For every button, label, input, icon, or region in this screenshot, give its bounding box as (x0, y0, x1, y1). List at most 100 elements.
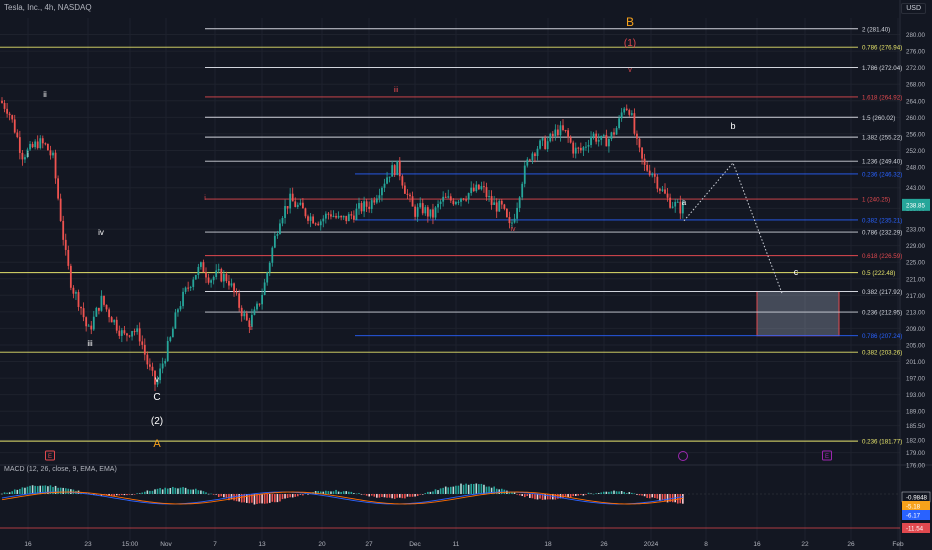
macd-value-label: -6.17 (906, 513, 921, 520)
candle-body (671, 206, 674, 208)
macd-histogram-bar (541, 494, 544, 500)
y-tick-label: 256.00 (906, 131, 925, 138)
candle-body (337, 215, 340, 218)
candle-body (118, 330, 121, 336)
candle-body (136, 328, 139, 332)
candle-body (299, 202, 302, 205)
candle-body (210, 280, 212, 283)
candle-body (508, 217, 511, 224)
candle-body (488, 196, 490, 198)
y-tick-label: 189.00 (906, 409, 925, 416)
fib-level-label: 1.5 (260.02) (862, 115, 895, 122)
macd-histogram-bar (355, 493, 358, 495)
macd-value-label: -5.18 (906, 504, 921, 511)
candle-body (628, 110, 631, 115)
macd-histogram-bar (600, 492, 603, 494)
wave-label: (1) (624, 38, 636, 49)
last-price-label: 238.85 (906, 202, 925, 209)
macd-histogram-bar (388, 494, 391, 498)
macd-histogram-bar (434, 489, 437, 494)
candle-body (49, 150, 52, 156)
macd-histogram-bar (467, 484, 470, 494)
macd-histogram-bar (26, 486, 29, 494)
x-tick-label: 18 (544, 541, 552, 548)
macd-histogram-bar (404, 494, 406, 499)
macd-histogram-bar (253, 494, 256, 505)
macd-histogram-bar (534, 494, 536, 500)
candle-body (228, 281, 230, 286)
candle-body (679, 201, 682, 214)
candle-body (582, 147, 585, 151)
candle-body (472, 187, 475, 192)
macd-histogram-bar (651, 494, 654, 498)
candle-body (401, 176, 404, 186)
macd-histogram-bar (128, 494, 131, 495)
x-tick-label: Dec (409, 541, 421, 548)
candle-body (386, 177, 388, 184)
candle-body (271, 247, 274, 263)
candle-body (29, 143, 31, 150)
macd-histogram-bar (518, 494, 521, 496)
candle-body (256, 303, 258, 310)
macd-histogram-bar (299, 494, 302, 495)
macd-histogram-bar (608, 491, 610, 494)
candle-body (429, 209, 432, 217)
macd-histogram-bar (121, 494, 123, 496)
macd-histogram-bar (595, 493, 597, 494)
candle-body (511, 222, 513, 224)
fib-level-label: 0.236 (181.77) (862, 439, 902, 446)
macd-histogram-bar (669, 494, 671, 502)
candle-body (77, 292, 80, 308)
candle-body (426, 207, 429, 217)
candle-body (602, 134, 605, 136)
macd-histogram-bar (620, 491, 623, 494)
macd-histogram-bar (274, 494, 276, 503)
candle-body (493, 202, 496, 205)
candle-body (503, 204, 506, 209)
candle-body (174, 312, 177, 329)
macd-histogram-bar (585, 494, 587, 495)
currency-button[interactable]: USD (901, 3, 926, 14)
candle-body (669, 197, 671, 208)
candle-body (138, 328, 141, 342)
macd-histogram-bar (587, 492, 590, 494)
macd-histogram-bar (383, 494, 386, 498)
macd-histogram-bar (294, 494, 297, 497)
macd-histogram-bar (368, 494, 370, 497)
macd-histogram-bar (39, 485, 42, 494)
candle-body (526, 159, 529, 166)
macd-histogram-bar (123, 494, 126, 496)
wave-label: C (153, 392, 160, 403)
macd-histogram-bar (610, 491, 613, 494)
y-tick-label: 272.00 (906, 65, 925, 72)
candle-body (363, 201, 365, 212)
y-tick-label: 260.00 (906, 115, 925, 122)
event-label: E (825, 454, 829, 460)
macd-histogram-bar (325, 490, 327, 494)
macd-histogram-bar (87, 492, 90, 494)
candle-body (115, 319, 118, 331)
macd-histogram-bar (480, 483, 483, 494)
candle-body (378, 195, 381, 199)
macd-histogram-bar (284, 494, 286, 499)
macd-histogram-bar (381, 494, 383, 497)
candle-body (261, 294, 263, 305)
macd-histogram-bar (638, 494, 641, 496)
candle-body (143, 344, 146, 355)
candle-body (516, 207, 518, 219)
macd-histogram-bar (483, 484, 485, 494)
macd-histogram-bar (177, 488, 179, 494)
x-tick-label: 8 (704, 541, 708, 548)
candle-body (126, 333, 128, 336)
candle-body (302, 202, 304, 209)
candle-body (26, 149, 29, 158)
candle-body (235, 292, 238, 294)
candle-body (85, 317, 88, 327)
candle-body (182, 291, 184, 307)
macd-histogram-bar (457, 485, 460, 494)
macd-histogram-bar (406, 494, 409, 497)
macd-histogram-bar (633, 493, 636, 495)
y-tick-label: 276.00 (906, 49, 925, 56)
candle-body (8, 113, 11, 116)
